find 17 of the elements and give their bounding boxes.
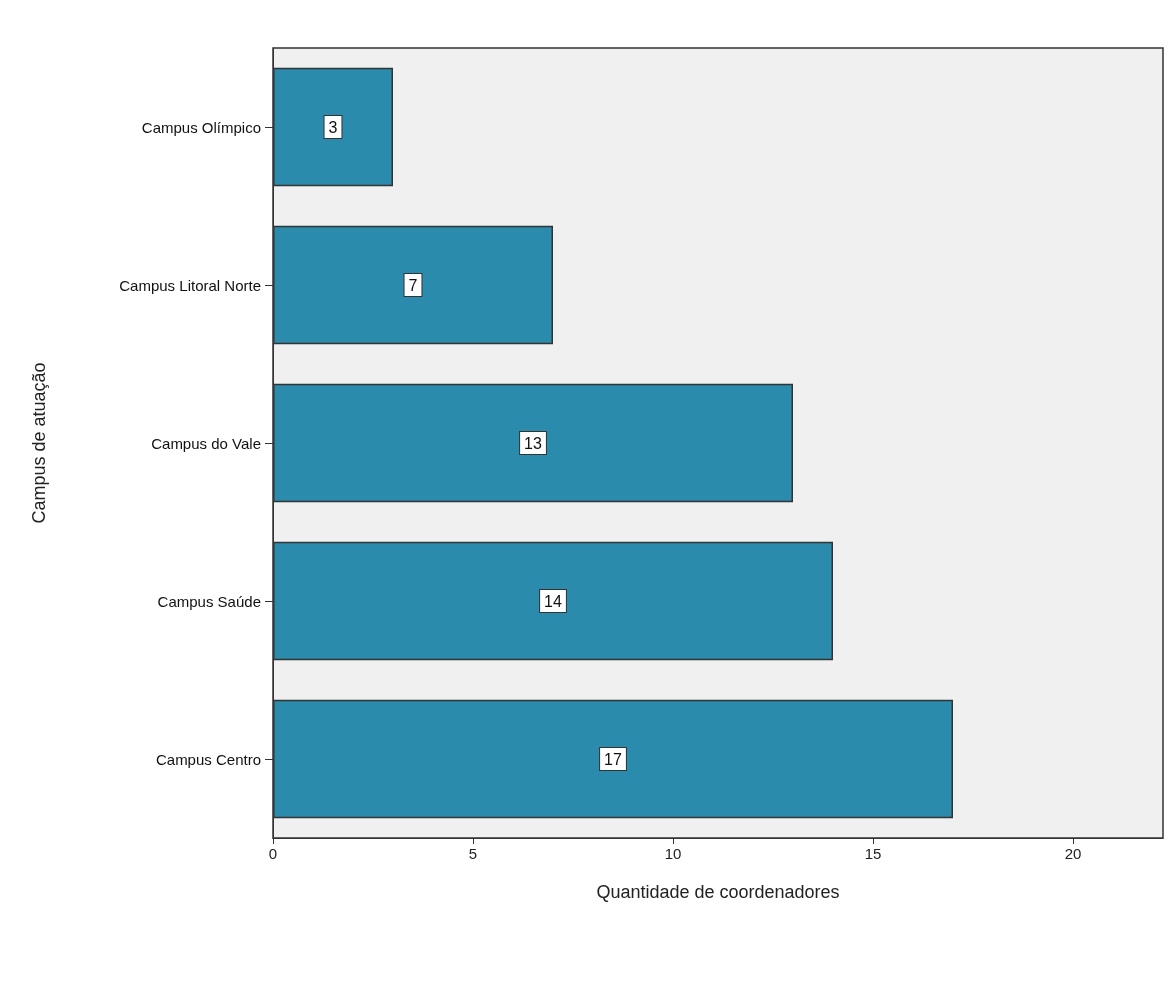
y-tick-label: Campus do Vale (151, 434, 261, 452)
y-tick-label: Campus Centro (155, 750, 261, 768)
y-tick-label: Campus Saúde (157, 592, 261, 610)
x-tick-label: 20 (1064, 845, 1082, 862)
data-label: 3 (328, 118, 338, 136)
data-label: 7 (408, 276, 418, 294)
x-tick-label: 10 (664, 845, 682, 862)
y-axis-title: Campus de atuação (29, 362, 49, 524)
data-label: 17 (604, 750, 622, 768)
data-label: 14 (544, 592, 562, 610)
x-axis-title: Quantidade de coordenadores (596, 882, 840, 902)
x-tick-label: 5 (468, 845, 478, 862)
x-tick-label: 0 (268, 845, 278, 862)
x-tick-label: 15 (864, 845, 882, 862)
data-label: 13 (524, 434, 542, 452)
y-tick-label: Campus Olímpico (141, 118, 261, 136)
y-tick-label: Campus Litoral Norte (119, 276, 261, 294)
